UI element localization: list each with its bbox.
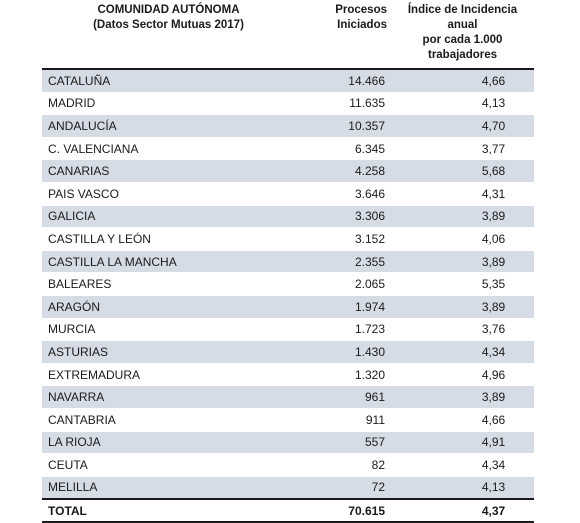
total-indice: 4,37 [391,498,534,523]
indice-cell: 4,66 [391,69,534,93]
header-region-title: COMUNIDAD AUTÓNOMA [97,4,240,16]
header-procesos: Procesos Iniciados [295,2,391,70]
region-cell: PAIS VASCO [42,182,295,206]
procesos-cell: 10.357 [295,114,391,138]
procesos-cell: 961 [295,385,391,409]
header-procesos-line2: Iniciados [337,19,387,31]
header-indice: Índice de Incidencia anual por cada 1.00… [391,2,534,70]
header-indice-line1: Índice de Incidencia anual [407,4,518,31]
region-cell: CASTILLA LA MANCHA [42,250,295,274]
region-cell: CANARIAS [42,159,295,183]
region-cell: ANDALUCÍA [42,114,295,138]
procesos-cell: 72 [295,476,391,500]
procesos-cell: 911 [295,408,391,432]
indice-cell: 5,35 [391,272,534,296]
region-cell: MELILLA [42,476,295,500]
total-row: TOTAL 70.615 4,37 [42,498,534,523]
table-row: CASTILLA Y LEÓN 3.152 4,06 [42,227,534,251]
table-body: CATALUÑA 14.466 4,66 MADRID 11.635 4,13 ANDALU… [42,69,534,523]
table-header: COMUNIDAD AUTÓNOMA (Datos Sector Mutuas … [42,2,534,70]
table-row: EXTREMADURA 1.320 4,96 [42,363,534,387]
region-cell: CASTILLA Y LEÓN [42,227,295,251]
table-row: MURCIA 1.723 3,76 [42,318,534,342]
incidence-table-container: COMUNIDAD AUTÓNOMA (Datos Sector Mutuas … [42,2,534,523]
procesos-cell: 3.306 [295,205,391,229]
procesos-cell: 82 [295,453,391,477]
region-cell: C. VALENCIANA [42,137,295,161]
region-cell: ARAGÓN [42,295,295,319]
indice-cell: 5,68 [391,159,534,183]
procesos-cell: 2.065 [295,272,391,296]
table-row: PAIS VASCO 3.646 4,31 [42,182,534,206]
total-procesos: 70.615 [295,498,391,523]
table-row: ANDALUCÍA 10.357 4,70 [42,114,534,138]
indice-cell: 3,89 [391,250,534,274]
table-row: CEUTA 82 4,34 [42,453,534,477]
procesos-cell: 4.258 [295,159,391,183]
region-cell: CEUTA [42,453,295,477]
indice-cell: 4,13 [391,476,534,500]
indice-cell: 4,96 [391,363,534,387]
table-row: BALEARES 2.065 5,35 [42,272,534,296]
table-row: ARAGÓN 1.974 3,89 [42,295,534,319]
table-row: CATALUÑA 14.466 4,66 [42,69,534,93]
indice-cell: 4,34 [391,453,534,477]
indice-cell: 3,89 [391,385,534,409]
region-cell: EXTREMADURA [42,363,295,387]
procesos-cell: 14.466 [295,69,391,93]
table-row: LA RIOJA 557 4,91 [42,431,534,455]
indice-cell: 4,31 [391,182,534,206]
indice-cell: 4,06 [391,227,534,251]
indice-cell: 4,70 [391,114,534,138]
procesos-cell: 557 [295,431,391,455]
procesos-cell: 3.152 [295,227,391,251]
region-cell: BALEARES [42,272,295,296]
procesos-cell: 3.646 [295,182,391,206]
region-cell: ASTURIAS [42,340,295,364]
header-procesos-line1: Procesos [335,4,387,16]
region-cell: NAVARRA [42,385,295,409]
table-row: MADRID 11.635 4,13 [42,92,534,116]
region-cell: CANTABRIA [42,408,295,432]
total-label: TOTAL [42,498,295,523]
indice-cell: 4,34 [391,340,534,364]
procesos-cell: 6.345 [295,137,391,161]
indice-cell: 3,77 [391,137,534,161]
region-cell: MURCIA [42,318,295,342]
indice-cell: 4,91 [391,431,534,455]
indice-cell: 4,13 [391,92,534,116]
header-region-subtitle: (Datos Sector Mutuas 2017) [93,19,244,31]
region-cell: LA RIOJA [42,431,295,455]
procesos-cell: 11.635 [295,92,391,116]
indice-cell: 3,89 [391,205,534,229]
header-indice-line2: por cada 1.000 trabajadores [422,34,503,61]
table-row: CANTABRIA 911 4,66 [42,408,534,432]
table-row: MELILLA 72 4,13 [42,476,534,500]
procesos-cell: 1.723 [295,318,391,342]
procesos-cell: 1.320 [295,363,391,387]
indice-cell: 3,76 [391,318,534,342]
incidence-table: COMUNIDAD AUTÓNOMA (Datos Sector Mutuas … [42,2,534,523]
procesos-cell: 2.355 [295,250,391,274]
table-row: GALICIA 3.306 3,89 [42,205,534,229]
table-row: C. VALENCIANA 6.345 3,77 [42,137,534,161]
region-cell: GALICIA [42,205,295,229]
table-row: NAVARRA 961 3,89 [42,385,534,409]
table-row: CANARIAS 4.258 5,68 [42,159,534,183]
table-row: ASTURIAS 1.430 4,34 [42,340,534,364]
indice-cell: 3,89 [391,295,534,319]
region-cell: CATALUÑA [42,69,295,93]
table-row: CASTILLA LA MANCHA 2.355 3,89 [42,250,534,274]
procesos-cell: 1.974 [295,295,391,319]
indice-cell: 4,66 [391,408,534,432]
region-cell: MADRID [42,92,295,116]
header-region: COMUNIDAD AUTÓNOMA (Datos Sector Mutuas … [42,2,295,70]
procesos-cell: 1.430 [295,340,391,364]
